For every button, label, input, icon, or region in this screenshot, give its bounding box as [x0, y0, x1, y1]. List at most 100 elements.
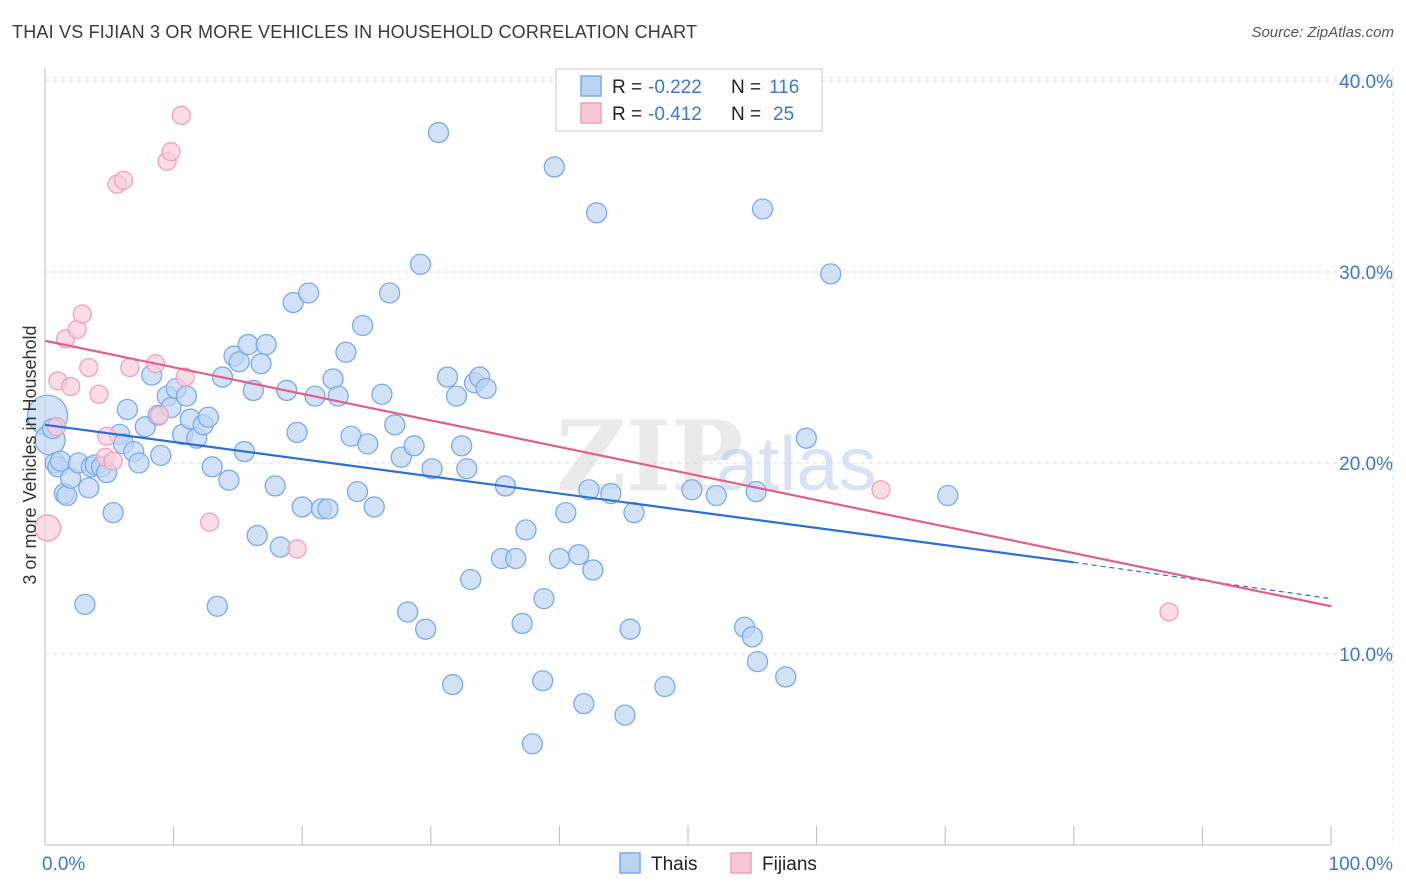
thais-point — [445, 385, 468, 407]
legend-fijians-r-label: R = — [612, 104, 642, 125]
thais-point — [505, 547, 527, 570]
fijians-point — [61, 376, 81, 397]
thais-point — [568, 544, 590, 566]
thais-point — [237, 333, 259, 356]
thais-point — [397, 601, 419, 623]
thais-point — [228, 351, 250, 373]
thais-point — [532, 670, 554, 692]
thais-point — [291, 496, 313, 518]
thais-point — [578, 479, 600, 501]
legend-fijians-n-label: N = — [731, 104, 761, 125]
thais-point — [197, 406, 219, 428]
legend-thais-r-value: -0.222 — [648, 77, 702, 98]
correlation-legend: R = -0.222 N = 116 R = -0.412 N = 25 — [555, 68, 823, 132]
thais-point — [775, 666, 797, 688]
trendlines — [44, 339, 1332, 608]
thais-point — [573, 693, 595, 715]
thais-point — [746, 650, 769, 673]
fijians-point — [1159, 602, 1179, 622]
thais-point — [456, 458, 478, 480]
thais-point — [820, 263, 842, 285]
thais-point — [246, 524, 268, 547]
thais-point — [521, 733, 544, 755]
thais-point — [415, 618, 437, 640]
fijians-point — [72, 304, 92, 324]
legend-swatch-fijians — [580, 102, 602, 124]
thais-point — [681, 479, 703, 501]
thais-point — [335, 341, 357, 363]
fijians-point — [97, 426, 117, 446]
thais-point — [515, 519, 537, 541]
legend-thais-n-value: 116 — [769, 77, 799, 98]
thais-point — [460, 568, 482, 591]
thais-point — [548, 547, 571, 570]
thais-point — [751, 198, 774, 220]
thais-point — [436, 366, 459, 388]
series-legend: Thais Fijians — [619, 852, 817, 875]
thais-point — [56, 484, 78, 507]
legend-thais-n-label: N = — [731, 77, 761, 98]
fijians-point — [33, 514, 62, 542]
thais-point — [745, 480, 767, 503]
thais-point — [421, 458, 443, 480]
y-tick-label-1: 20.0% — [1339, 454, 1393, 475]
bottom-legend-fijians: Fijians — [762, 854, 817, 875]
thais-point — [403, 435, 425, 457]
bottom-legend-swatch-thais — [619, 852, 641, 874]
fijians-trend-line — [44, 339, 1332, 608]
fijians-point — [120, 357, 140, 378]
y-tick-label-2: 30.0% — [1339, 263, 1393, 284]
fijians-point — [79, 357, 99, 378]
thais-point — [623, 502, 645, 524]
fijians-point — [161, 142, 181, 162]
thais-point — [600, 482, 622, 505]
thais-point — [363, 496, 385, 518]
thais-point — [250, 353, 272, 375]
axes — [44, 68, 1332, 846]
thais-point — [533, 587, 555, 610]
thais-point — [555, 502, 577, 524]
thais-point — [451, 435, 473, 457]
thais-point — [371, 383, 393, 405]
y-axis-title: 3 or more Vehicles in Household — [20, 325, 40, 584]
legend-fijians-n-value: 25 — [773, 104, 794, 125]
fijians-point — [175, 367, 195, 387]
fijians-point — [199, 512, 220, 532]
thais-point — [586, 202, 608, 224]
x-tick-label-0: 0.0% — [42, 854, 85, 875]
thais-point — [286, 421, 308, 444]
fijians-point — [149, 405, 170, 425]
thais-point — [346, 480, 369, 503]
bottom-legend-thais: Thais — [651, 854, 697, 875]
thais-point — [128, 452, 150, 474]
fijians-point — [103, 451, 123, 471]
thais-point — [614, 704, 636, 726]
thais-point — [269, 536, 291, 558]
thais-point — [102, 502, 124, 524]
thais-point — [297, 282, 320, 304]
thais-point — [619, 618, 641, 640]
thais-point — [442, 673, 464, 696]
tick-labels: 10.0% 20.0% 30.0% 40.0% 0.0% 100.0% — [42, 72, 1393, 875]
thais-point — [384, 414, 406, 436]
thais-point — [409, 253, 432, 276]
y-tick-label-0: 10.0% — [1339, 645, 1393, 666]
thais-trend-line — [44, 423, 1074, 564]
thais-point — [74, 593, 96, 615]
legend-swatch-thais — [580, 75, 602, 97]
bottom-legend-swatch-fijians — [730, 852, 752, 874]
thais-point — [264, 475, 286, 497]
thais-point — [654, 675, 676, 698]
thais-point — [351, 314, 374, 337]
fijians-point — [871, 480, 891, 500]
fijians-point — [89, 384, 109, 404]
thais-point — [218, 469, 240, 491]
series-thais-points — [26, 121, 959, 755]
thais-point — [543, 156, 565, 178]
thais-point — [378, 282, 401, 304]
series-fijians-points — [33, 105, 1179, 622]
thais-point — [357, 433, 379, 455]
thais-point — [206, 595, 228, 617]
thais-point — [150, 444, 172, 467]
